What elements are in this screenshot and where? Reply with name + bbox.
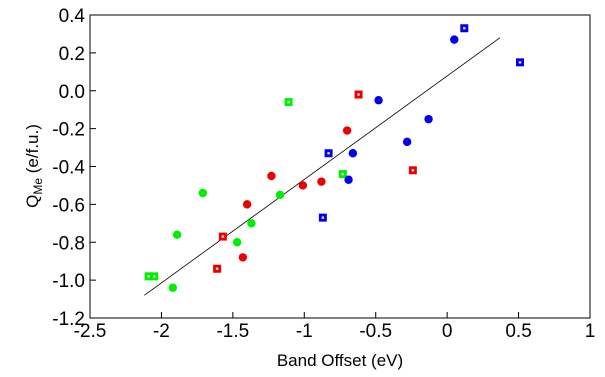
data-point-circle [317, 177, 326, 186]
y-axis-title-unit: (e/f.u.) [23, 124, 42, 178]
x-tick-label: 0.5 [505, 321, 531, 342]
y-tick-label: 0.2 [59, 44, 85, 65]
data-point-square-center [221, 235, 225, 238]
x-tick-label: -1 [296, 321, 313, 342]
data-point-square-center [153, 275, 156, 278]
y-axis: -1.2 -1.0 -0.8 -0.6 -0.4 -0.2 0.0 0.2 0.4 [52, 6, 96, 330]
y-tick-label: -0.6 [52, 195, 85, 216]
data-points [144, 24, 524, 292]
data-point-square-center [411, 169, 415, 172]
x-tick-label: -2.5 [74, 321, 107, 342]
x-tick-label: 0 [442, 321, 453, 342]
data-point-square-center [341, 172, 345, 176]
y-tick-label: -1.0 [52, 271, 85, 292]
data-point-circle [374, 96, 383, 105]
data-point-circle [172, 230, 182, 239]
x-tick-label: -0.5 [359, 321, 392, 342]
trendline [144, 37, 501, 296]
y-tick-label: -1.2 [52, 309, 85, 330]
data-point-circle [232, 238, 242, 247]
data-point-circle [450, 35, 459, 44]
y-tick-label: 0.0 [59, 82, 85, 103]
data-point-circle [344, 175, 353, 184]
y-axis-title-sub: Me [31, 178, 45, 195]
data-point-circle [242, 200, 252, 209]
data-point-square-center [357, 93, 360, 96]
data-point-circle [247, 219, 256, 228]
y-tick-label: -0.8 [52, 233, 85, 254]
data-point-circle [198, 188, 208, 198]
x-axis-title: Band Offset (eV) [277, 351, 403, 370]
y-axis-title: QMe (e/f.u.) [23, 124, 45, 208]
x-tick-label: 1 [585, 321, 596, 342]
y-axis-title-main: Q [23, 195, 42, 208]
y-tick-label: -0.2 [52, 120, 85, 141]
x-tick-label: -1.5 [216, 321, 249, 342]
y-tick-label: -0.4 [52, 158, 85, 179]
data-point-circle [342, 126, 352, 135]
data-point-square-center [321, 216, 325, 219]
data-point-square-center [518, 61, 522, 64]
data-point-circle [298, 181, 308, 190]
data-point-square-center [327, 152, 330, 155]
data-point-circle [275, 190, 285, 200]
x-axis: -2.5 -2 -1.5 -1 -0.5 0 0.5 1 [74, 312, 596, 342]
data-point-square-center [463, 27, 466, 30]
data-point-circle [348, 149, 358, 158]
data-point-square-center [147, 275, 150, 278]
data-point-square-center [287, 100, 290, 104]
x-tick-label: -2 [153, 321, 170, 342]
plot-frame [89, 14, 591, 319]
data-point-circle [267, 171, 276, 181]
data-point-circle [402, 137, 412, 147]
data-point-circle [238, 253, 248, 262]
data-point-square-center [215, 267, 219, 270]
data-point-circle [168, 283, 178, 292]
y-tick-label: 0.4 [59, 6, 86, 27]
data-point-circle [424, 114, 433, 124]
